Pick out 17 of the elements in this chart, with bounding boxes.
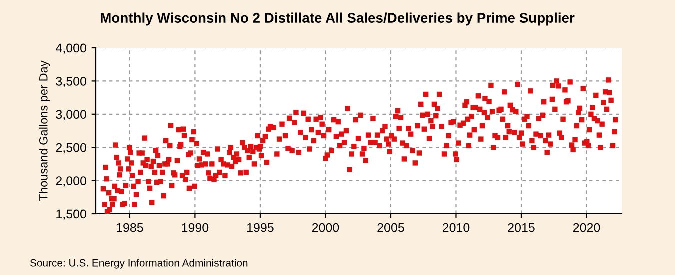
y-axis-title: Thousand Gallons per Day [39, 60, 50, 201]
x-tick-label: 2020 [573, 223, 600, 232]
x-tick-label: 1995 [248, 223, 274, 232]
x-tick-label: 1985 [116, 223, 144, 232]
chart-title: Monthly Wisconsin No 2 Distillate All Sales/Deliveries by Prime Supplier [101, 12, 575, 26]
x-tick-label: 2005 [378, 223, 404, 232]
y-tick-label: 4,000 [56, 44, 86, 54]
y-tick-label: 3,500 [56, 77, 86, 88]
y-tick-label: 3,000 [56, 110, 86, 121]
x-tick-label: 1990 [182, 223, 209, 232]
x-tick-label: 2015 [508, 223, 535, 232]
y-tick-label: 2,000 [56, 176, 86, 187]
source-note: Source: U.S. Energy Information Administration [30, 259, 248, 269]
y-tick-label: 1,500 [56, 210, 86, 220]
x-tick-label: 2000 [312, 223, 340, 232]
x-tick-label: 2010 [442, 223, 470, 232]
y-tick-label: 2,500 [56, 143, 86, 154]
